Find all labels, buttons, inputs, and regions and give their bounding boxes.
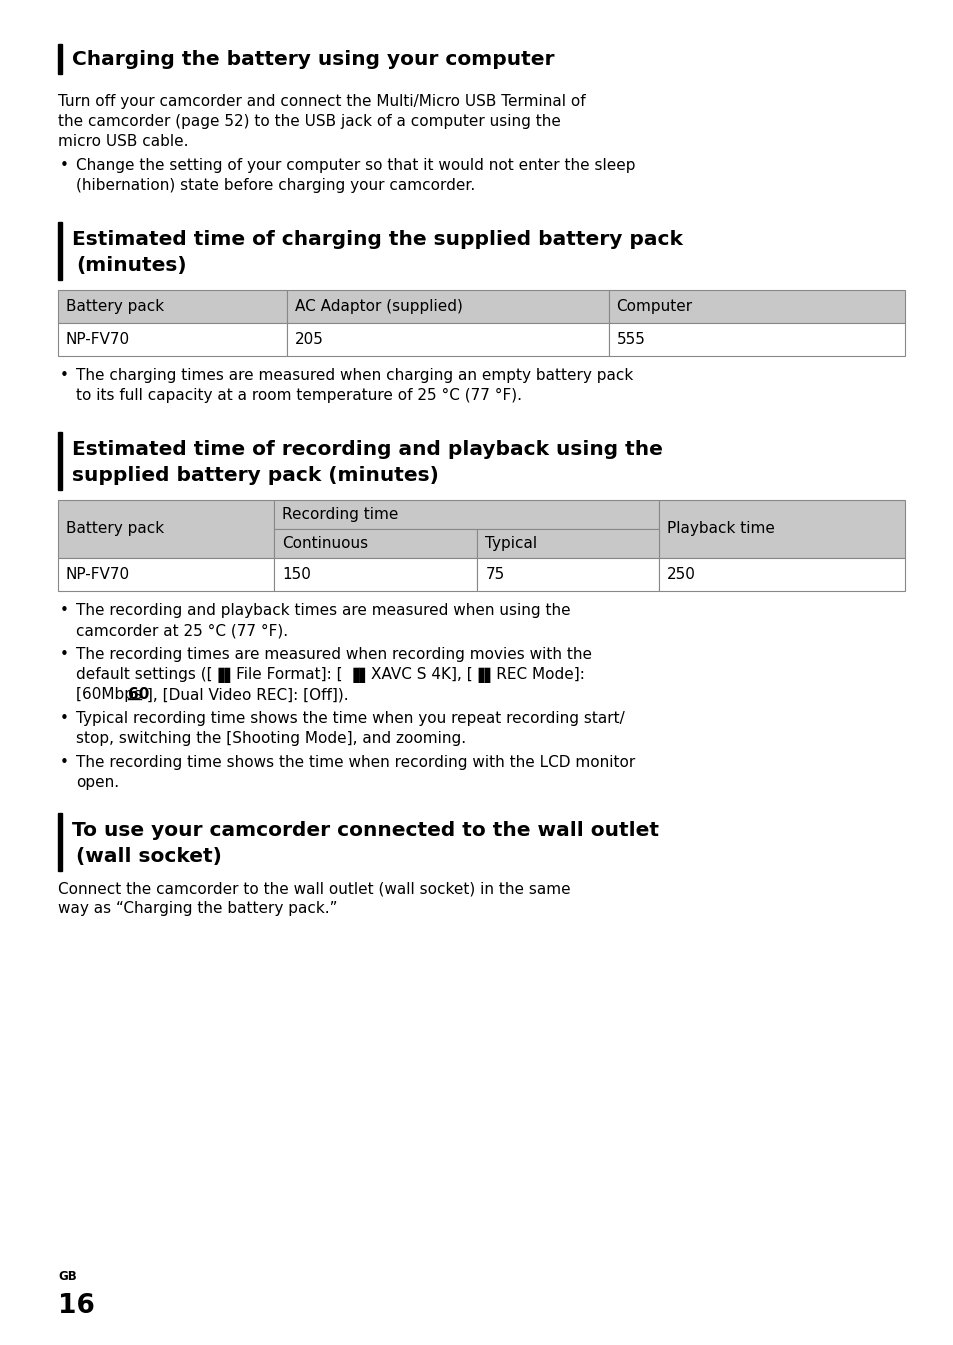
Text: Turn off your camcorder and connect the Multi/Micro USB Terminal of: Turn off your camcorder and connect the … <box>58 94 585 109</box>
Text: AC Adaptor (supplied): AC Adaptor (supplied) <box>294 299 462 313</box>
Text: 205: 205 <box>294 332 323 347</box>
Bar <box>274 529 476 558</box>
Text: 16: 16 <box>58 1293 94 1319</box>
Text: NP-FV70: NP-FV70 <box>66 332 130 347</box>
Text: Computer: Computer <box>616 299 692 313</box>
Text: way as “Charging the battery pack.”: way as “Charging the battery pack.” <box>58 901 337 916</box>
Text: (wall socket): (wall socket) <box>76 847 222 866</box>
Text: ], [Dual Video REC]: [Off]).: ], [Dual Video REC]: [Off]). <box>141 687 348 702</box>
Text: stop, switching the [Shooting Mode], and zooming.: stop, switching the [Shooting Mode], and… <box>76 730 466 746</box>
Text: Continuous: Continuous <box>282 537 368 551</box>
Text: •: • <box>60 755 69 769</box>
Text: Battery pack: Battery pack <box>66 522 164 537</box>
Text: Change the setting of your computer so that it would not enter the sleep: Change the setting of your computer so t… <box>76 157 635 174</box>
Text: 60: 60 <box>129 687 150 702</box>
Text: To use your camcorder connected to the wall outlet: To use your camcorder connected to the w… <box>71 820 659 841</box>
Text: GB: GB <box>58 1270 76 1283</box>
Text: Battery pack: Battery pack <box>66 299 164 313</box>
Text: micro USB cable.: micro USB cable. <box>58 134 189 149</box>
Bar <box>287 291 608 323</box>
Text: to its full capacity at a room temperature of 25 °C (77 °F).: to its full capacity at a room temperatu… <box>76 387 521 404</box>
Text: •: • <box>60 712 69 726</box>
Bar <box>659 558 904 590</box>
Text: The recording and playback times are measured when using the: The recording and playback times are mea… <box>76 603 570 617</box>
Bar <box>659 500 904 558</box>
Text: •: • <box>60 603 69 617</box>
Text: Estimated time of recording and playback using the: Estimated time of recording and playback… <box>71 440 662 459</box>
Text: the camcorder (page 52) to the USB jack of a computer using the: the camcorder (page 52) to the USB jack … <box>58 114 560 129</box>
Bar <box>58 432 62 490</box>
Text: The recording time shows the time when recording with the LCD monitor: The recording time shows the time when r… <box>76 755 635 769</box>
Text: camcorder at 25 °C (77 °F).: camcorder at 25 °C (77 °F). <box>76 623 288 638</box>
Text: Typical: Typical <box>485 537 537 551</box>
Text: •: • <box>60 157 69 174</box>
Text: 555: 555 <box>616 332 645 347</box>
Bar <box>287 323 608 356</box>
Text: The charging times are measured when charging an empty battery pack: The charging times are measured when cha… <box>76 369 633 383</box>
Bar <box>58 323 287 356</box>
Bar <box>274 500 659 529</box>
Text: (hibernation) state before charging your camcorder.: (hibernation) state before charging your… <box>76 178 475 192</box>
Bar <box>608 323 904 356</box>
Text: Typical recording time shows the time when you repeat recording start/: Typical recording time shows the time wh… <box>76 712 624 726</box>
Text: open.: open. <box>76 775 119 790</box>
Text: 150: 150 <box>282 568 311 582</box>
Text: Recording time: Recording time <box>282 507 398 522</box>
Text: 250: 250 <box>667 568 696 582</box>
Text: •: • <box>60 369 69 383</box>
Text: Charging the battery using your computer: Charging the battery using your computer <box>71 50 554 69</box>
Bar <box>58 222 62 280</box>
Bar <box>476 558 659 590</box>
Bar <box>58 44 62 74</box>
Text: default settings ([▐▌File Format]: [ ▐▌XAVC S 4K], [▐▌REC Mode]:: default settings ([▐▌File Format]: [ ▐▌X… <box>76 667 584 683</box>
Text: The recording times are measured when recording movies with the: The recording times are measured when re… <box>76 647 592 662</box>
Text: supplied battery pack (minutes): supplied battery pack (minutes) <box>71 465 438 486</box>
Text: [60Mbps: [60Mbps <box>76 687 147 702</box>
Text: •: • <box>60 647 69 662</box>
Text: Playback time: Playback time <box>667 522 775 537</box>
Bar <box>58 558 274 590</box>
Bar <box>58 291 287 323</box>
Bar <box>476 529 659 558</box>
Bar <box>58 500 274 558</box>
Text: 75: 75 <box>485 568 504 582</box>
Text: Estimated time of charging the supplied battery pack: Estimated time of charging the supplied … <box>71 230 682 249</box>
Bar <box>608 291 904 323</box>
Text: Connect the camcorder to the wall outlet (wall socket) in the same: Connect the camcorder to the wall outlet… <box>58 881 570 896</box>
Bar <box>58 812 62 872</box>
Text: (minutes): (minutes) <box>76 256 187 274</box>
Bar <box>274 558 476 590</box>
Text: NP-FV70: NP-FV70 <box>66 568 130 582</box>
